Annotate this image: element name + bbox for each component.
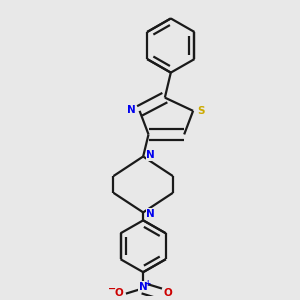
Text: S: S [198,106,205,116]
Text: −: − [108,284,116,294]
Text: N: N [127,105,136,115]
Text: +: + [144,278,150,287]
Text: O: O [164,288,172,298]
Text: O: O [114,288,123,298]
Text: N: N [139,282,148,292]
Text: N: N [146,209,155,219]
Text: N: N [146,150,155,160]
